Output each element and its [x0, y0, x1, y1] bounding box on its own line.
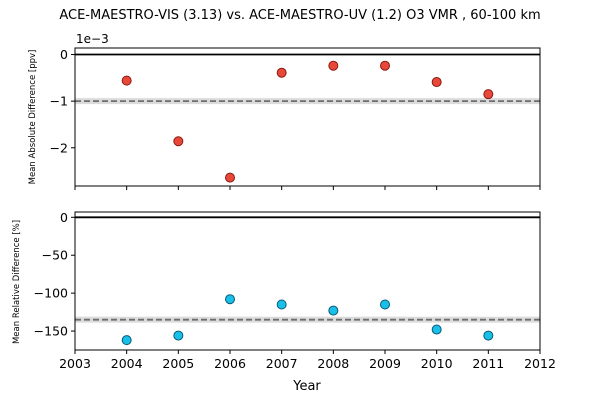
bottom-y-tick-label: 0 — [60, 210, 68, 225]
top-data-point — [225, 172, 235, 183]
bottom-y-axis-label: Mean Relative Difference [%] — [12, 220, 22, 344]
top-offset-text: 1e−3 — [76, 32, 109, 46]
x-tick-label: 2006 — [214, 356, 246, 371]
bottom-data-point — [483, 330, 494, 341]
bottom-y-tick-label: −50 — [42, 248, 68, 263]
bottom-data-point — [380, 299, 390, 310]
x-tick-label: 2010 — [421, 356, 453, 371]
x-tick-label: 2008 — [317, 356, 349, 371]
bottom-data-point — [431, 324, 442, 335]
top-axes-frame — [74, 47, 541, 187]
bottom-axes-frame — [74, 211, 541, 351]
x-tick-label: 2004 — [111, 356, 143, 371]
x-tick-label: 2009 — [369, 356, 401, 371]
top-y-tick-label: −1 — [50, 94, 68, 109]
top-panel: Mean Absolute Difference [ppv] 1e−3 0 −1 −… — [28, 32, 541, 190]
top-data-point — [121, 75, 132, 86]
top-mean-band — [75, 98, 540, 105]
x-axis-label: Year — [292, 379, 321, 394]
bottom-y-tick-label: −150 — [34, 324, 68, 339]
bottom-mean-band — [75, 316, 540, 323]
top-data-point — [483, 89, 494, 100]
bottom-panel: Mean Relative Difference [%] 0 −50 −100 −15… — [12, 210, 556, 371]
top-data-point — [328, 60, 339, 71]
x-tick-label: 2012 — [524, 356, 556, 371]
bottom-data-point — [121, 335, 132, 346]
top-data-point — [173, 136, 184, 147]
bottom-data-point — [328, 305, 339, 316]
top-y-axis-label: Mean Absolute Difference [ppv] — [28, 50, 38, 185]
top-data-point — [431, 77, 442, 88]
figure-title: ACE-MAESTRO-VIS (3.13) vs. ACE-MAESTRO-U… — [59, 8, 540, 23]
top-y-tick-label: 0 — [60, 47, 68, 62]
top-y-tick-label: −2 — [50, 140, 68, 155]
x-tick-label: 2003 — [59, 356, 91, 371]
x-tick-label: 2011 — [472, 356, 504, 371]
bottom-y-tick-label: −100 — [34, 286, 68, 301]
x-tick-label: 2005 — [162, 356, 194, 371]
bottom-data-point — [276, 299, 287, 310]
bottom-data-point — [225, 294, 235, 305]
x-tick-label: 2007 — [266, 356, 298, 371]
bottom-data-point — [173, 330, 184, 341]
top-data-point — [380, 60, 390, 71]
top-data-point — [276, 67, 287, 78]
